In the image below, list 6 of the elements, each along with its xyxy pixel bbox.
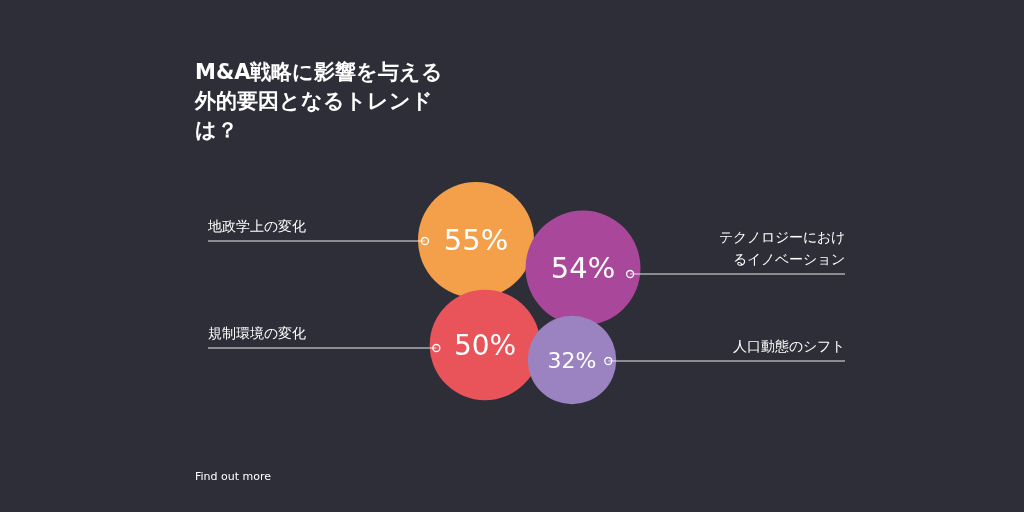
data-label: 55% (443, 223, 509, 257)
annotation: Find out more (195, 470, 272, 483)
data-label: 50% (453, 328, 517, 362)
data-label: 32% (547, 347, 597, 373)
title: M&A戦略に影響を与える外的要因となるトレンドは？ (195, 59, 445, 144)
data-label: 54% (550, 251, 616, 285)
